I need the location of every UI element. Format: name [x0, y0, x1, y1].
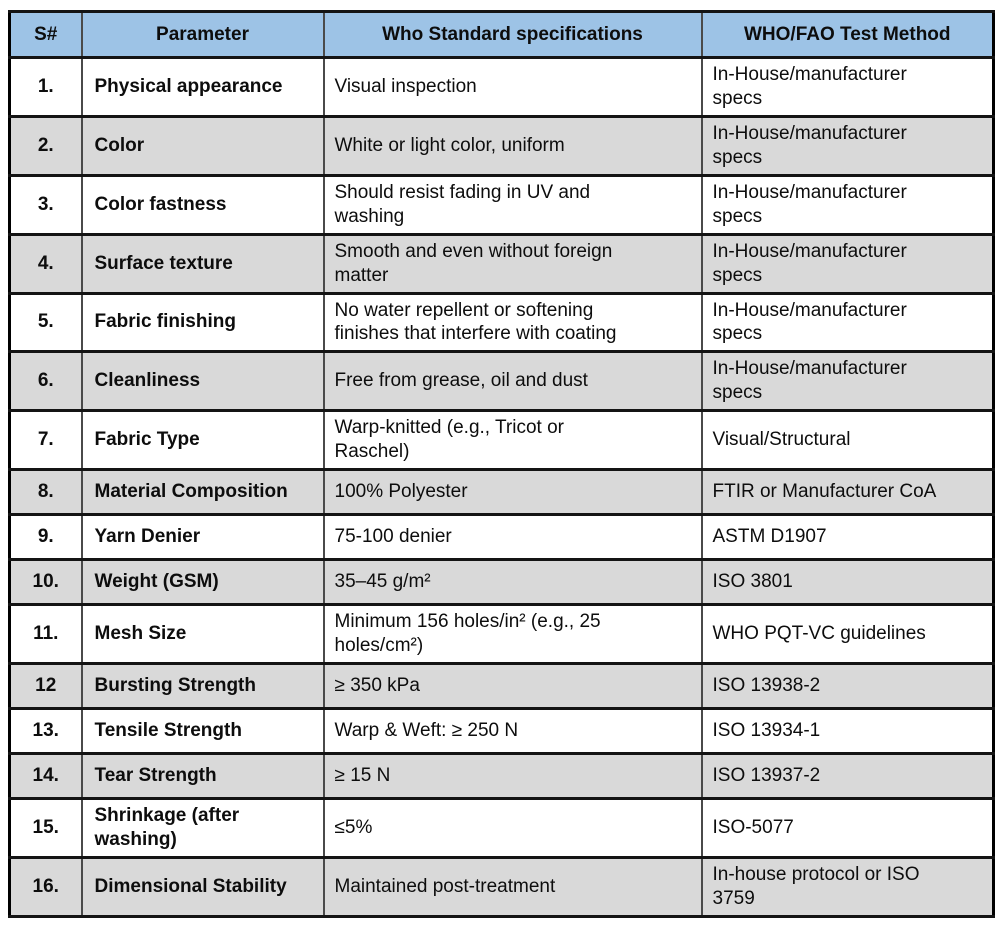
parameter-cell: Yarn Denier [80, 513, 325, 562]
sn-cell: 12 [8, 662, 83, 710]
sn-cell: 16. [8, 855, 83, 918]
method-cell: WHO PQT-VC guidelines [700, 603, 995, 665]
method-cell: FTIR or Manufacturer CoA [700, 468, 995, 517]
parameter-cell: Material Composition [80, 468, 325, 517]
sn-cell: 3. [8, 173, 83, 236]
spec-cell: White or light color, uniform [322, 114, 703, 177]
spec-cell: 75-100 denier [322, 513, 703, 562]
table-header: S# Parameter Who Standard specifications… [8, 10, 995, 59]
parameter-cell: Fabric finishing [80, 291, 325, 354]
spec-cell: Free from grease, oil and dust [322, 350, 703, 413]
method-cell: In-House/manufacturer specs [700, 173, 995, 236]
method-cell: ISO 13934-1 [700, 707, 995, 755]
column-header-parameter: Parameter [80, 10, 325, 59]
table-row: 6. Cleanliness Free from grease, oil and… [8, 350, 995, 413]
table-row: 5. Fabric finishing No water repellent o… [8, 291, 995, 354]
sn-cell: 8. [8, 468, 83, 517]
table-row: 16. Dimensional Stability Maintained pos… [8, 855, 995, 918]
method-cell: ISO 3801 [700, 558, 995, 607]
table-row: 13. Tensile Strength Warp & Weft: ≥ 250 … [8, 707, 995, 755]
parameter-cell: Shrinkage (after washing) [80, 797, 325, 859]
parameter-cell: Cleanliness [80, 350, 325, 413]
parameter-cell: Tensile Strength [80, 707, 325, 755]
method-cell: In-House/manufacturer specs [700, 56, 995, 118]
spec-cell: Maintained post-treatment [322, 855, 703, 918]
sn-cell: 2. [8, 114, 83, 177]
parameter-cell: Weight (GSM) [80, 558, 325, 607]
column-header-sn: S# [8, 10, 83, 59]
method-cell: In-House/manufacturer specs [700, 232, 995, 295]
parameter-cell: Dimensional Stability [80, 855, 325, 918]
spec-cell: 35–45 g/m² [322, 558, 703, 607]
sn-cell: 7. [8, 409, 83, 472]
table-row: 14. Tear Strength ≥ 15 N ISO 13937-2 [8, 752, 995, 800]
spec-cell: Smooth and even without foreign matter [322, 232, 703, 295]
sn-cell: 11. [8, 603, 83, 665]
who-specifications-table: S# Parameter Who Standard specifications… [8, 10, 995, 918]
spec-cell: Minimum 156 holes/in² (e.g., 25 holes/cm… [322, 603, 703, 665]
table-row: 8. Material Composition 100% Polyester F… [8, 468, 995, 517]
sn-cell: 1. [8, 56, 83, 118]
spec-cell: 100% Polyester [322, 468, 703, 517]
spec-cell: Visual inspection [322, 56, 703, 118]
sn-cell: 5. [8, 291, 83, 354]
table-row: 3. Color fastness Should resist fading i… [8, 173, 995, 236]
sn-cell: 6. [8, 350, 83, 413]
sn-cell: 14. [8, 752, 83, 800]
method-cell: In-House/manufacturer specs [700, 350, 995, 413]
table-row: 12 Bursting Strength ≥ 350 kPa ISO 13938… [8, 662, 995, 710]
sn-cell: 4. [8, 232, 83, 295]
spec-cell: Warp & Weft: ≥ 250 N [322, 707, 703, 755]
spec-cell: Warp-knitted (e.g., Tricot or Raschel) [322, 409, 703, 472]
spec-cell: ≥ 15 N [322, 752, 703, 800]
header-row: S# Parameter Who Standard specifications… [8, 10, 995, 59]
spec-cell: ≥ 350 kPa [322, 662, 703, 710]
parameter-cell: Bursting Strength [80, 662, 325, 710]
spec-cell: ≤5% [322, 797, 703, 859]
method-cell: ISO-5077 [700, 797, 995, 859]
method-cell: ASTM D1907 [700, 513, 995, 562]
parameter-cell: Mesh Size [80, 603, 325, 665]
sn-cell: 13. [8, 707, 83, 755]
method-cell: In-House/manufacturer specs [700, 291, 995, 354]
sn-cell: 15. [8, 797, 83, 859]
parameter-cell: Color [80, 114, 325, 177]
column-header-method: WHO/FAO Test Method [700, 10, 995, 59]
method-cell: Visual/Structural [700, 409, 995, 472]
sn-cell: 10. [8, 558, 83, 607]
table-row: 2. Color White or light color, uniform I… [8, 114, 995, 177]
parameter-cell: Surface texture [80, 232, 325, 295]
method-cell: In-house protocol or ISO 3759 [700, 855, 995, 918]
table-row: 10. Weight (GSM) 35–45 g/m² ISO 3801 [8, 558, 995, 607]
spec-cell: Should resist fading in UV and washing [322, 173, 703, 236]
sn-cell: 9. [8, 513, 83, 562]
method-cell: ISO 13938-2 [700, 662, 995, 710]
parameter-cell: Color fastness [80, 173, 325, 236]
method-cell: In-House/manufacturer specs [700, 114, 995, 177]
table-row: 15. Shrinkage (after washing) ≤5% ISO-50… [8, 797, 995, 859]
table-row: 9. Yarn Denier 75-100 denier ASTM D1907 [8, 513, 995, 562]
column-header-spec: Who Standard specifications [322, 10, 703, 59]
table-body: 1. Physical appearance Visual inspection… [8, 56, 995, 918]
table-row: 11. Mesh Size Minimum 156 holes/in² (e.g… [8, 603, 995, 665]
table-row: 7. Fabric Type Warp-knitted (e.g., Trico… [8, 409, 995, 472]
parameter-cell: Physical appearance [80, 56, 325, 118]
table-row: 1. Physical appearance Visual inspection… [8, 56, 995, 118]
spec-cell: No water repellent or softening finishes… [322, 291, 703, 354]
parameter-cell: Tear Strength [80, 752, 325, 800]
table-row: 4. Surface texture Smooth and even witho… [8, 232, 995, 295]
parameter-cell: Fabric Type [80, 409, 325, 472]
method-cell: ISO 13937-2 [700, 752, 995, 800]
